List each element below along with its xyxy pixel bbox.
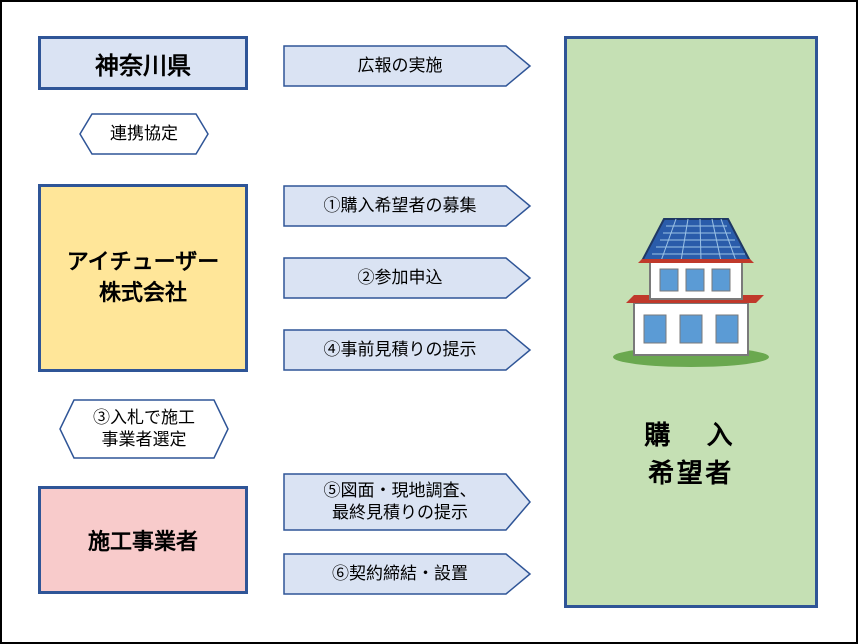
arrow-step4: ④事前見積りの提示 xyxy=(282,328,532,372)
arrow-step6-label: ⑥契約締結・設置 xyxy=(322,563,492,585)
connector-nyusatsu: ③入札で施工 事業者選定 xyxy=(58,398,230,460)
arrow-step2: ②参加申込 xyxy=(282,256,532,300)
arrow-kouhou: 広報の実施 xyxy=(282,44,532,88)
arrow-step1-label: ①購入希望者の募集 xyxy=(314,195,501,217)
entity-kanagawa: 神奈川県 xyxy=(38,36,248,90)
entity-ichooser-label: アイチューザー 株式会社 xyxy=(67,247,219,309)
connector-renkei: 連携協定 xyxy=(78,112,210,156)
diagram-frame: 神奈川県 連携協定 アイチューザー 株式会社 ③入札で施工 事業者選定 施工事業… xyxy=(0,0,858,644)
arrow-kouhou-label: 広報の実施 xyxy=(348,55,467,77)
arrow-step2-label: ②参加申込 xyxy=(348,267,467,289)
entity-buyer: 購 入 希望者 xyxy=(564,36,818,608)
connector-renkei-label: 連携協定 xyxy=(90,123,198,145)
connector-nyusatsu-label: ③入札で施工 事業者選定 xyxy=(73,407,215,451)
arrow-step5: ⑤図面・現地調査、 最終見積りの提示 xyxy=(282,472,532,532)
arrow-step6: ⑥契約締結・設置 xyxy=(282,552,532,596)
entity-contractor-label: 施工事業者 xyxy=(88,524,198,556)
arrow-step5-label: ⑤図面・現地調査、 最終見積りの提示 xyxy=(314,480,501,524)
entity-contractor: 施工事業者 xyxy=(38,486,248,594)
entity-ichooser: アイチューザー 株式会社 xyxy=(38,184,248,372)
arrow-step1: ①購入希望者の募集 xyxy=(282,184,532,228)
entity-kanagawa-label: 神奈川県 xyxy=(95,46,191,81)
house-icon xyxy=(606,199,776,369)
entity-buyer-label-2: 希望者 xyxy=(567,454,815,493)
entity-buyer-label-1: 購 入 xyxy=(567,416,815,455)
arrow-step4-label: ④事前見積りの提示 xyxy=(314,339,501,361)
